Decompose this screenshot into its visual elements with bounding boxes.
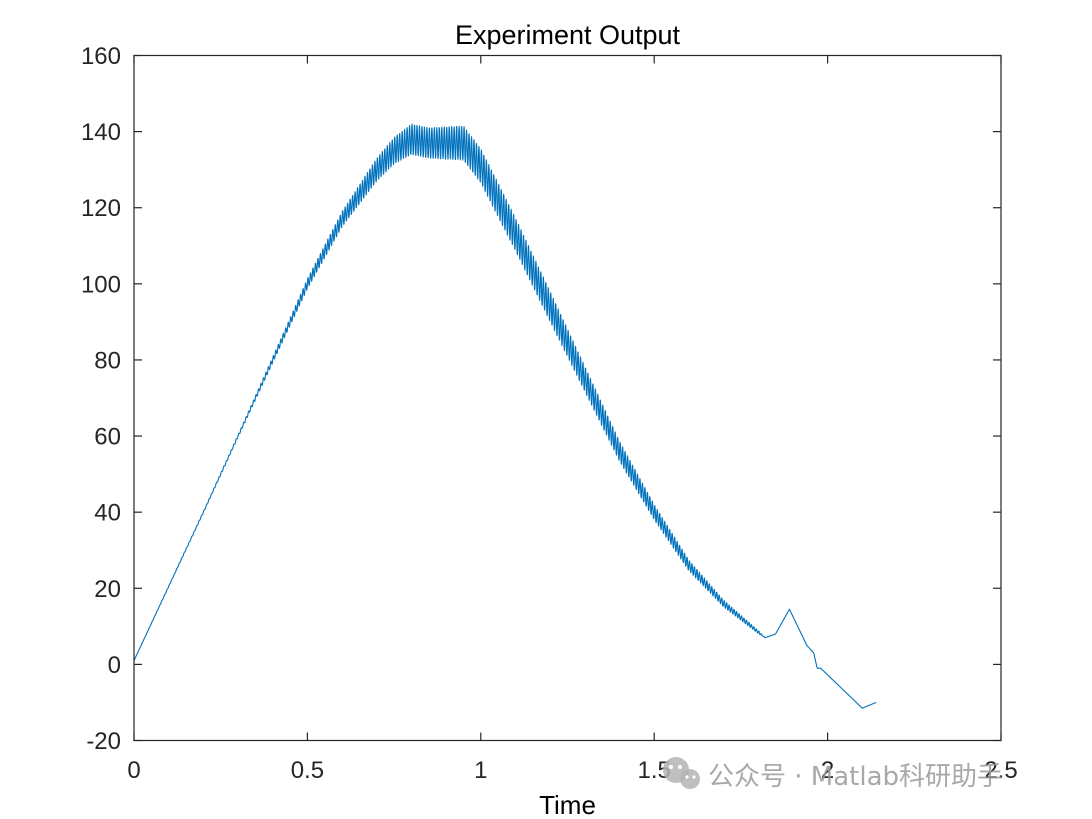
x-tick-label: 0 [127, 757, 140, 784]
series-layer [134, 123, 877, 709]
x-tick-label: 1 [474, 757, 487, 784]
y-tick-label: 40 [94, 500, 121, 527]
y-tick-label: 160 [81, 43, 121, 70]
x-tick-label: 2.5 [984, 757, 1017, 784]
y-tick-label: 140 [81, 119, 121, 146]
series-line [134, 123, 877, 709]
x-tick-label: 2 [821, 757, 834, 784]
chart-title: Experiment Output [455, 20, 681, 50]
ticks [133, 54, 1002, 742]
y-tick-label: 100 [81, 271, 121, 298]
watermark: 公众号 · Matlab科研助手 [663, 757, 1003, 792]
y-tick-label: 60 [94, 424, 121, 451]
x-tick-label: 0.5 [291, 757, 324, 784]
y-tick-label: 20 [94, 576, 121, 603]
x-axis-title: Time [539, 790, 596, 819]
y-tick-label: 0 [108, 652, 121, 679]
wechat-icon [663, 757, 700, 789]
watermark-text: 公众号 · Matlab科研助手 [708, 762, 1003, 792]
plot-area-box [133, 54, 1002, 742]
y-tick-label: 80 [94, 347, 121, 374]
y-tick-label: -20 [86, 728, 121, 755]
y-tick-label: 120 [81, 195, 121, 222]
